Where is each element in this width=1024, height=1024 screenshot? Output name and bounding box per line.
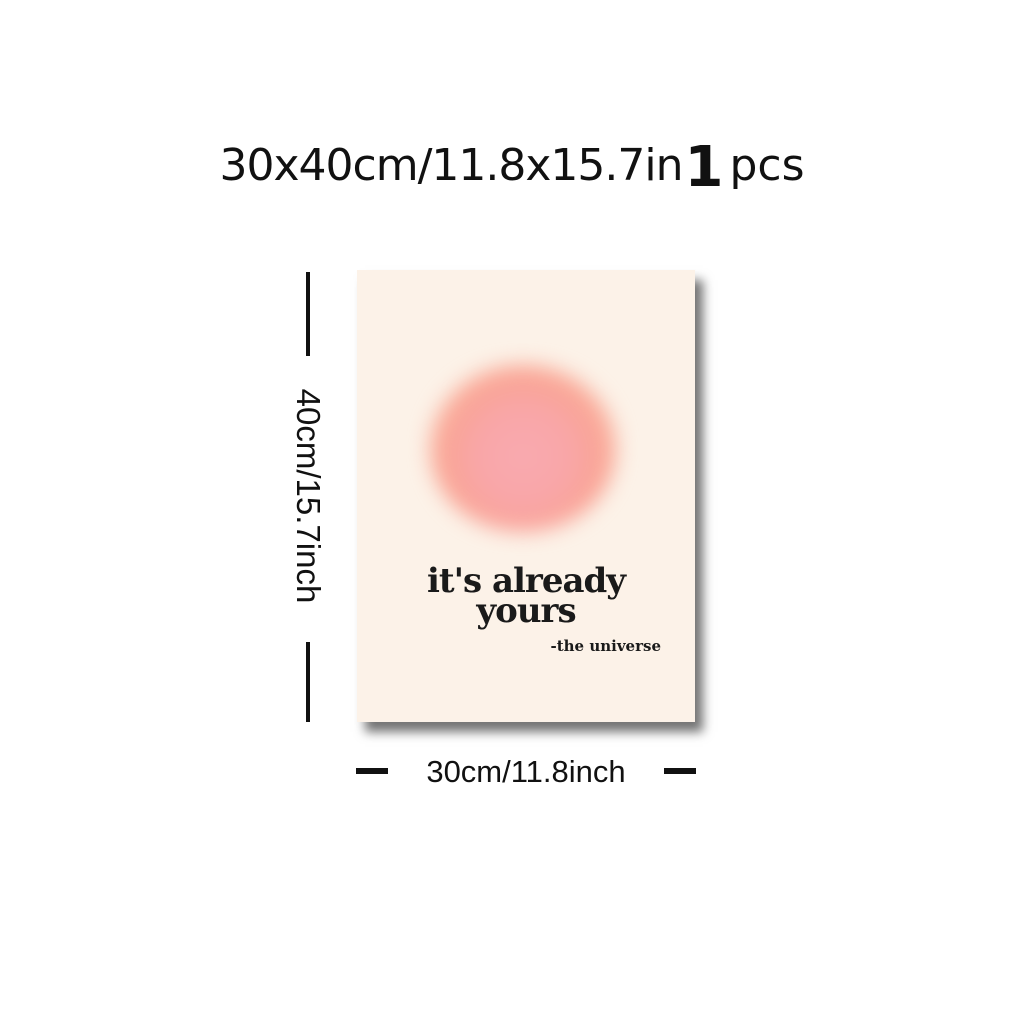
height-dimension-label: 40cm/15.7inch <box>290 388 327 604</box>
width-dimension-label: 30cm/11.8inch <box>426 754 626 789</box>
height-indicator-bottom-bar <box>306 642 310 722</box>
size-text: 30x40cm/11.8x15.7in <box>219 140 684 191</box>
gradient-sun-glow <box>429 364 617 532</box>
quote-line-2: yours <box>476 591 576 631</box>
width-indicator-left-bar <box>356 768 388 774</box>
height-indicator-top-bar <box>306 272 310 356</box>
size-quantity-headline: 30x40cm/11.8x15.7in1 pcs <box>0 136 1024 198</box>
quantity-number: 1 <box>684 135 724 200</box>
width-indicator-right-bar <box>664 768 696 774</box>
quantity-unit: pcs <box>729 140 805 191</box>
quote-attribution: -the universe <box>550 637 662 655</box>
quote-line-1: it's already <box>426 561 626 601</box>
poster-print: it's already yours -the universe <box>357 270 695 722</box>
